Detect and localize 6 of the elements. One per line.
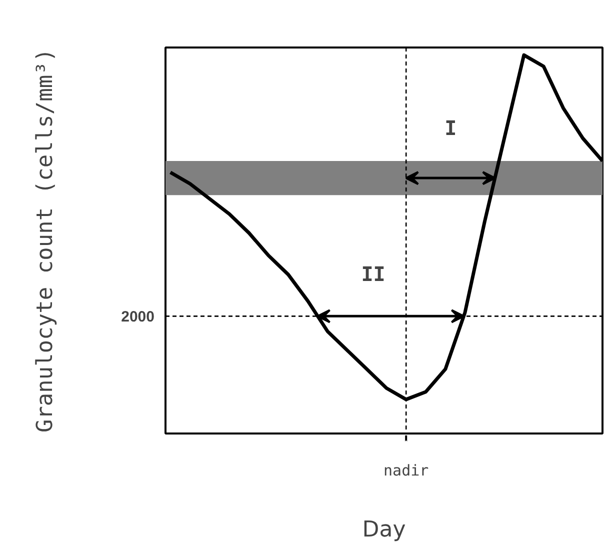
annotation: II [361,262,386,286]
text: 2000 [121,308,155,326]
text: nadir [384,462,429,480]
y-axis-title: Granulocyte count (cells/mm³) [33,48,58,433]
annotation: I [444,116,457,140]
x-axis-title: Day [362,518,406,542]
